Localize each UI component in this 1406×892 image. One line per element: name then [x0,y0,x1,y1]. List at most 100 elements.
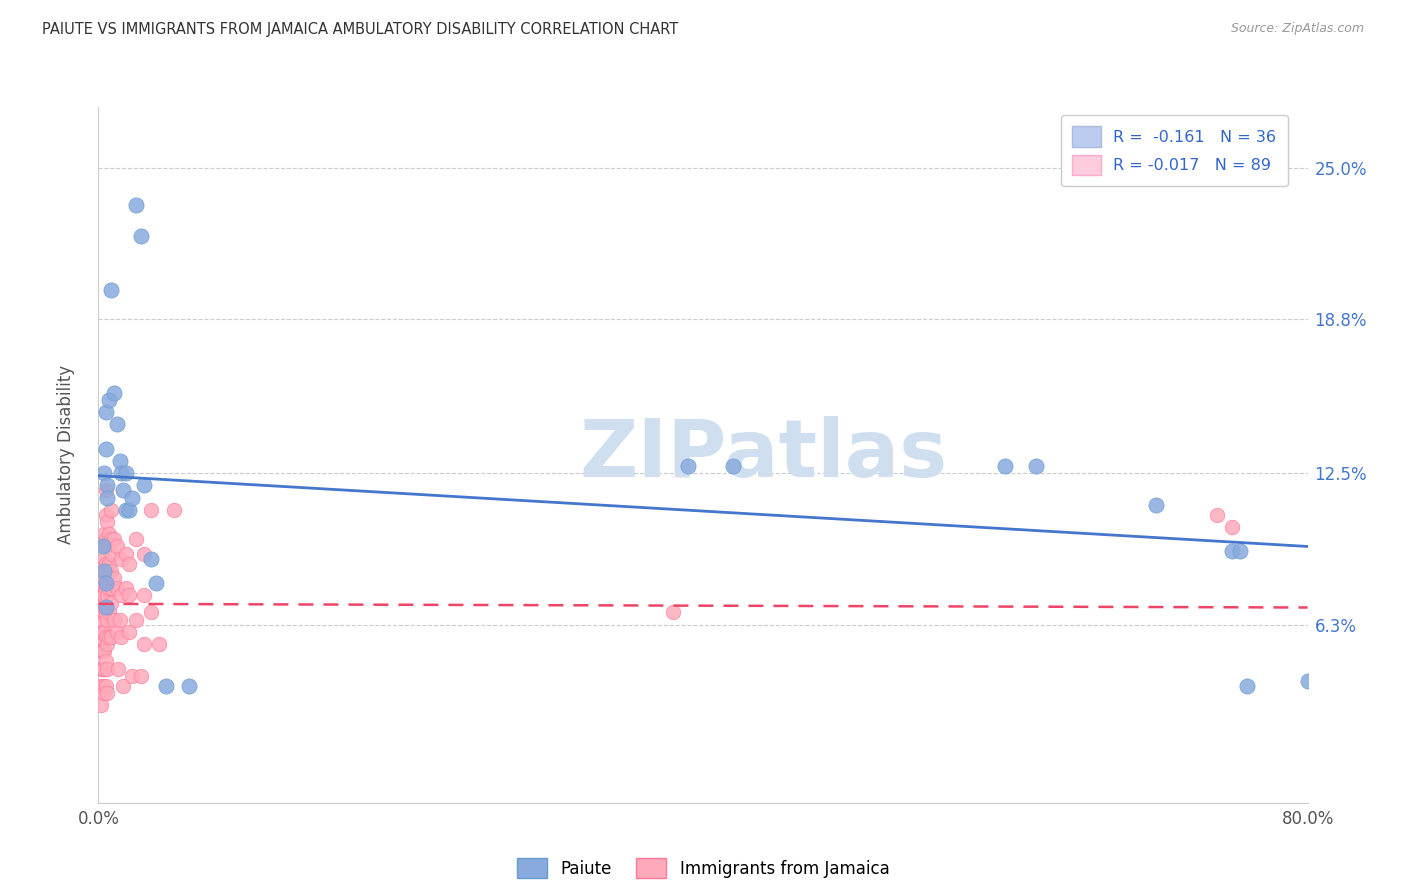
Point [1220,520,1243,534]
Y-axis label: Ambulatory Disability: Ambulatory Disability [56,366,75,544]
Point [94,442,117,456]
Point [103,613,125,627]
Point [179,679,201,693]
Point [163,503,186,517]
Point [676,458,699,473]
Point [91,606,114,620]
Point [89,606,111,620]
Point [118,588,141,602]
Point [98,630,121,644]
Point [994,458,1017,473]
Point [93,564,115,578]
Point [94,508,117,522]
Point [91,661,114,675]
Point [91,644,114,658]
Point [94,606,117,620]
Point [94,654,117,668]
Point [111,679,134,693]
Point [1236,679,1258,693]
Point [90,679,112,693]
Point [93,571,115,585]
Point [118,624,141,639]
Point [91,557,114,571]
Point [89,593,111,607]
Point [125,613,148,627]
Point [148,637,170,651]
Point [101,581,124,595]
Text: ZIPatlas: ZIPatlas [579,416,948,494]
Point [89,624,111,639]
Point [111,483,134,498]
Point [114,467,136,481]
Point [105,417,128,432]
Point [96,588,118,602]
Point [90,576,112,591]
Legend: Paiute, Immigrants from Jamaica: Paiute, Immigrants from Jamaica [510,851,896,885]
Point [101,547,124,561]
Point [91,540,114,554]
Point [93,527,115,541]
Point [100,283,122,297]
Point [94,483,117,498]
Point [100,564,122,578]
Point [155,679,177,693]
Point [118,503,141,517]
Point [90,630,112,644]
Point [132,478,155,492]
Point [662,606,685,620]
Point [90,644,112,658]
Point [100,596,122,610]
Point [91,624,114,639]
Point [96,478,118,492]
Point [132,547,155,561]
Point [93,661,115,675]
Point [125,532,148,546]
Point [145,576,167,591]
Point [1206,508,1229,522]
Point [1144,498,1167,512]
Point [108,454,131,468]
Point [125,197,148,211]
Point [107,661,129,675]
Point [118,557,141,571]
Point [103,532,125,546]
Point [129,229,152,244]
Point [108,613,131,627]
Point [100,503,122,517]
Point [110,551,132,566]
Point [91,588,114,602]
Point [141,503,163,517]
Point [129,669,152,683]
Point [114,547,136,561]
Point [105,624,128,639]
Point [96,613,118,627]
Point [96,515,118,529]
Point [105,540,128,554]
Point [1229,544,1251,558]
Point [90,613,112,627]
Text: Source: ZipAtlas.com: Source: ZipAtlas.com [1230,22,1364,36]
Point [121,491,143,505]
Point [1220,544,1243,558]
Point [94,532,117,546]
Point [98,581,121,595]
Point [94,405,117,419]
Point [91,679,114,693]
Point [93,588,115,602]
Point [93,644,115,658]
Point [94,576,117,591]
Point [723,458,745,473]
Point [1024,458,1046,473]
Point [90,596,112,610]
Point [114,503,136,517]
Point [96,491,118,505]
Point [94,630,117,644]
Point [100,532,122,546]
Point [94,600,117,615]
Point [93,606,115,620]
Point [98,527,121,541]
Point [96,564,118,578]
Point [94,581,117,595]
Text: PAIUTE VS IMMIGRANTS FROM JAMAICA AMBULATORY DISABILITY CORRELATION CHART: PAIUTE VS IMMIGRANTS FROM JAMAICA AMBULA… [42,22,679,37]
Point [110,630,132,644]
